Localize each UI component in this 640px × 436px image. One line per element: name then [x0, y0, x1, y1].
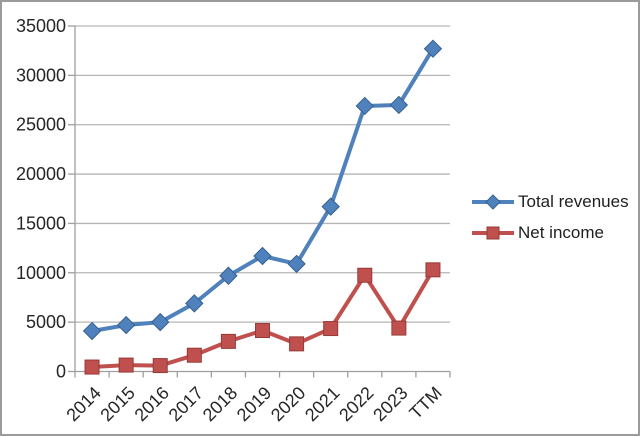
- x-axis-tick-label: 2017: [165, 383, 207, 425]
- legend-item-net-income: Net income: [472, 221, 629, 244]
- data-point-square: [118, 357, 134, 373]
- data-point-square: [186, 347, 202, 363]
- gridlines: [75, 25, 450, 323]
- x-axis-tick-label: 2021: [301, 383, 343, 425]
- series-line-total-revenues: [90, 46, 435, 334]
- net-income-line-marker-icon: [472, 226, 514, 239]
- y-axis-tick-label: 5000: [26, 312, 66, 332]
- x-axis-tick-label: 2016: [131, 383, 173, 425]
- data-point-square: [323, 321, 339, 337]
- x-axis-tick-label: TTM: [405, 383, 445, 423]
- y-axis-tick-label: 15000: [16, 213, 66, 233]
- y-axis-tick-label: 30000: [16, 65, 66, 85]
- total-revenues-line-marker-icon: [472, 193, 514, 210]
- y-axis-tick-label: 35000: [16, 16, 66, 36]
- y-axis-tick-label: 0: [56, 362, 66, 382]
- data-point-square: [289, 336, 305, 352]
- axes: [74, 26, 450, 373]
- data-point-square: [220, 333, 236, 349]
- data-point-square: [84, 359, 100, 375]
- data-point-diamond: [253, 246, 272, 266]
- data-point-square: [255, 323, 270, 339]
- y-axis-tick-label: 10000: [16, 263, 66, 283]
- x-axis-tick-label: 2020: [267, 383, 309, 425]
- x-axis-labels: 2014201520162017201820192020202120222023…: [62, 383, 445, 425]
- data-point-diamond: [423, 39, 443, 58]
- series-line-net-income: [90, 267, 435, 370]
- legend-square-marker: [486, 226, 500, 239]
- data-point-square: [357, 267, 373, 283]
- y-axis-labels: 0 5000 10000 15000 20000 25000 30000 35000: [16, 16, 66, 382]
- legend-item-total-revenues: Total revenues: [472, 190, 629, 213]
- x-axis-tick-label: 2018: [199, 383, 241, 425]
- data-point-diamond: [219, 266, 238, 285]
- legend: Total revenues Net income: [472, 190, 629, 244]
- data-point-diamond: [116, 315, 136, 335]
- legend-label-total-revenues: Total revenues: [518, 191, 629, 211]
- data-point-square: [152, 358, 168, 374]
- data-point-diamond: [82, 321, 102, 341]
- x-axis-tick-label: 2022: [335, 383, 377, 425]
- tick-marks: [68, 25, 451, 378]
- data-point-diamond: [389, 95, 409, 115]
- x-axis-tick-label: 2023: [369, 383, 411, 425]
- data-point-diamond: [355, 96, 374, 116]
- data-series: [82, 39, 443, 375]
- data-point-diamond: [185, 294, 204, 313]
- x-axis-tick-label: 2019: [233, 383, 275, 425]
- legend-diamond-marker: [485, 193, 501, 210]
- data-point-diamond: [321, 197, 340, 216]
- data-point-square: [391, 320, 407, 336]
- y-axis-tick-label: 20000: [16, 164, 66, 184]
- x-axis-tick-label: 2015: [97, 383, 139, 425]
- legend-label-net-income: Net income: [518, 222, 604, 242]
- x-axis-tick-label: 2014: [62, 383, 104, 425]
- y-axis-tick-label: 25000: [16, 115, 66, 135]
- data-point-square: [425, 262, 441, 278]
- data-point-diamond: [287, 254, 306, 274]
- data-point-diamond: [151, 312, 170, 332]
